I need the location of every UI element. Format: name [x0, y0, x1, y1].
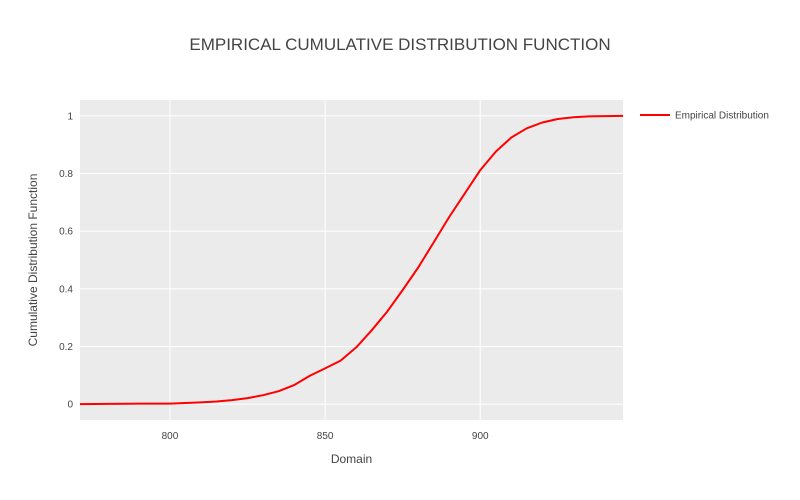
series-layer: [79, 114, 624, 406]
y-tick-label: 0: [67, 400, 73, 411]
chart-title: EMPIRICAL CUMULATIVE DISTRIBUTION FUNCTI…: [189, 35, 610, 54]
x-tick-label: 850: [317, 431, 334, 442]
legend[interactable]: Empirical Distribution: [640, 111, 769, 122]
y-tick-label: 0.4: [59, 284, 73, 295]
x-axis-title: Domain: [331, 452, 372, 466]
y-tick-label: 0.8: [59, 169, 73, 180]
plot-area: [80, 100, 623, 420]
y-tick-label: 0.6: [59, 227, 73, 238]
x-tick-label: 800: [162, 431, 179, 442]
legend-label: Empirical Distribution: [675, 111, 769, 122]
axis-ticks: 800 850 900 0 0.2 0.4 0.6 0.8 1: [59, 111, 489, 442]
x-tick-label: 900: [472, 431, 489, 442]
series-line: [79, 114, 624, 406]
y-axis-title: Cumulative Distribution Function: [26, 174, 40, 347]
y-tick-label: 0.2: [59, 342, 73, 353]
y-tick-label: 1: [67, 111, 73, 122]
